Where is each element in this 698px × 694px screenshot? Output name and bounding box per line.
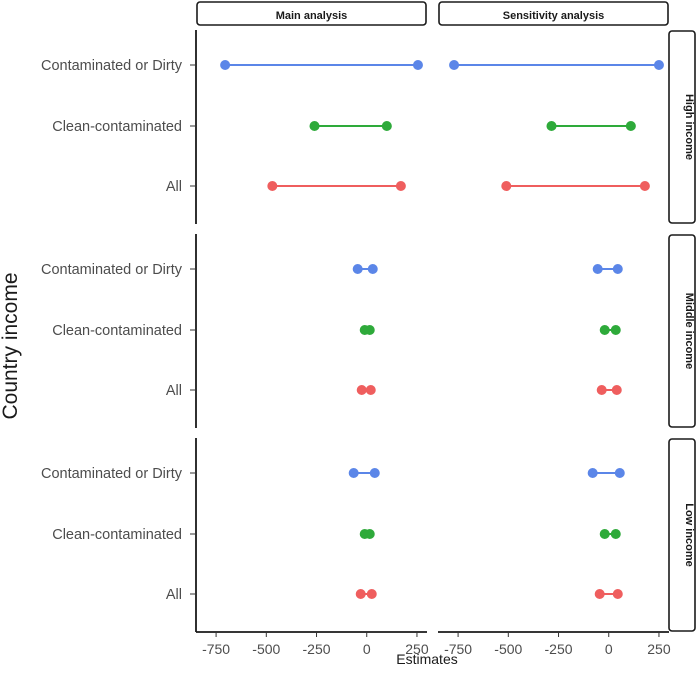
dumbbell-high-point [381,121,392,131]
row-strip-label: Low income [683,503,695,567]
row-strip-box [668,234,696,428]
category-label: Clean-contaminated [52,119,182,135]
x-tick-label: -250 [545,641,573,657]
row-strip-label: Middle income [683,293,695,369]
dumbbell-high-point [625,121,636,131]
dumbbell-low-point [267,181,278,191]
dumbbell-low-point [587,468,598,478]
dumbbell-low-point [309,121,320,131]
category-label: Clean-contaminated [52,527,182,543]
dumbbell-high-point [610,529,621,539]
x-tick-label: -250 [303,641,331,657]
dumbbell-high-point [395,181,406,191]
dumbbell-low-point [592,264,603,274]
dumbbell-low-point [599,529,610,539]
dumbbell-low-point [546,121,557,131]
x-tick-label: 250 [647,641,671,657]
dumbbell-low-point [594,589,605,599]
dumbbell-high-point [366,589,377,599]
dumbbell-high-point [653,60,664,70]
dumbbell-high-point [614,468,625,478]
row-strip-box [668,438,696,632]
dumbbell-low-point [599,325,610,335]
y-axis-title: Country income [0,272,22,419]
dumbbell-low-point [355,589,366,599]
dumbbell-low-point [449,60,460,70]
category-label: All [166,383,182,399]
dumbbell-high-point [610,325,621,335]
dumbbell-high-point [369,468,380,478]
x-axis-title: Estimates [396,651,457,667]
dumbbell-high-point [367,264,378,274]
x-tick-label: 0 [605,641,613,657]
category-label: Clean-contaminated [52,323,182,339]
x-tick-label: 250 [405,641,429,657]
dumbbell-low-point [596,385,607,395]
column-strip-label: Sensitivity analysis [503,10,605,22]
x-tick-label: -750 [202,641,230,657]
x-tick-label: -750 [444,641,472,657]
dumbbell-low-point [348,468,359,478]
dumbbell-low-point [352,264,363,274]
dumbbell-high-point [365,385,376,395]
dumbbell-high-point [364,529,375,539]
dumbbell-high-point [611,385,622,395]
dumbbell-low-point [356,385,367,395]
category-label: All [166,179,182,195]
column-strip-box [196,1,427,26]
column-strip-label: Main analysis [276,10,348,22]
x-tick-label: 0 [363,641,371,657]
dumbbell-high-point [364,325,375,335]
dumbbell-low-point [501,181,512,191]
category-label: All [166,587,182,603]
dumbbell-high-point [612,264,623,274]
row-strip-label: High income [683,94,695,160]
category-label: Contaminated or Dirty [41,466,183,482]
dumbbell-high-point [612,589,623,599]
dumbbell-high-point [412,60,423,70]
category-label: Contaminated or Dirty [41,262,183,278]
column-strip-box [438,1,669,26]
x-tick-label: -500 [494,641,522,657]
dumbbell-high-point [639,181,650,191]
plot-layer: Main analysis Sensitivity analysis High in… [41,1,696,657]
dumbbell-low-point [220,60,231,70]
row-strip-box [668,30,696,224]
x-tick-label: -500 [252,641,280,657]
category-label: Contaminated or Dirty [41,58,183,74]
